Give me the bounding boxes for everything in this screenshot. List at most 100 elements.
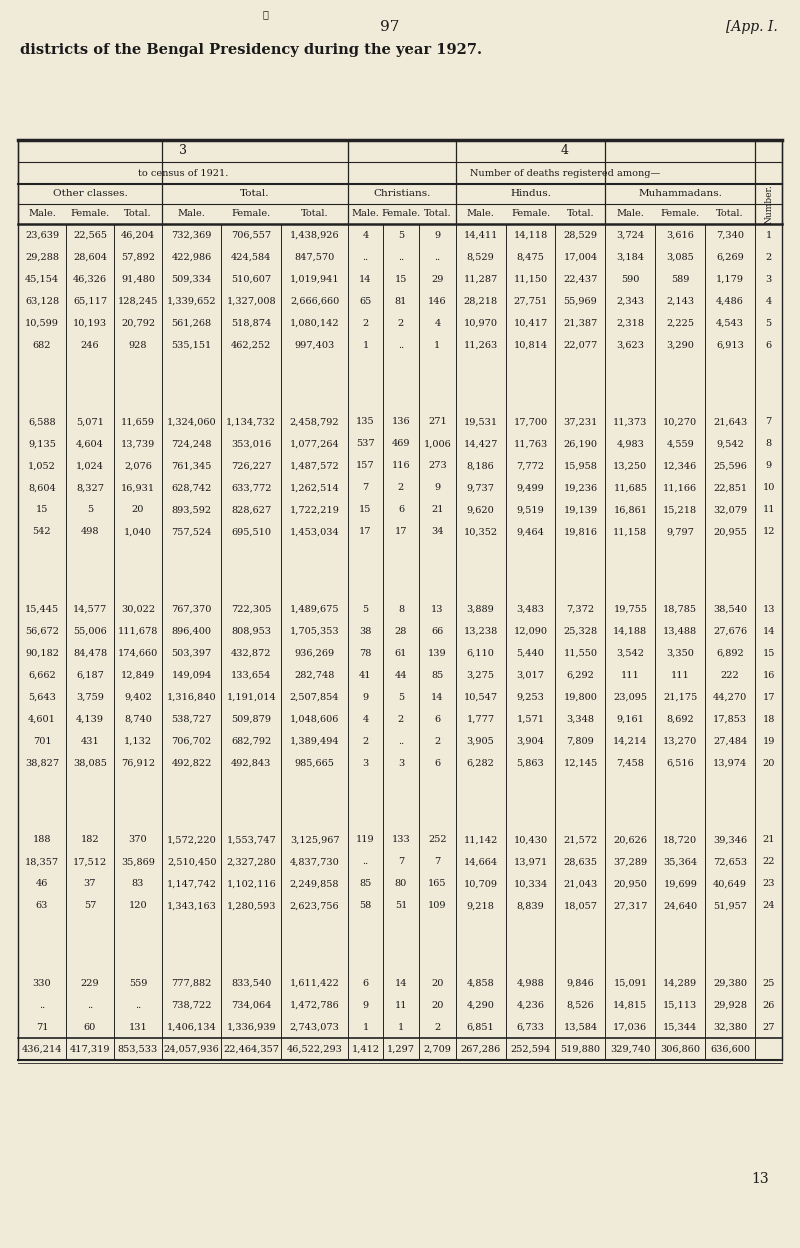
Text: 9,737: 9,737 xyxy=(466,483,494,493)
Text: 25: 25 xyxy=(762,978,774,987)
Text: 1,006: 1,006 xyxy=(423,439,451,448)
Text: 12,090: 12,090 xyxy=(514,626,547,635)
Text: Male.: Male. xyxy=(617,210,644,218)
Text: 9,846: 9,846 xyxy=(566,978,594,987)
Text: 2,249,858: 2,249,858 xyxy=(290,880,339,889)
Text: 22,565: 22,565 xyxy=(73,231,107,240)
Text: ..: .. xyxy=(87,1001,93,1010)
Text: 726,227: 726,227 xyxy=(231,462,271,470)
Text: 1,343,163: 1,343,163 xyxy=(166,901,217,911)
Text: 34: 34 xyxy=(431,528,444,537)
Text: 13: 13 xyxy=(431,604,444,614)
Text: 1,327,008: 1,327,008 xyxy=(226,297,276,306)
Text: 8: 8 xyxy=(398,604,404,614)
Text: ✓: ✓ xyxy=(262,10,268,19)
Text: 1,336,939: 1,336,939 xyxy=(226,1022,276,1032)
Text: 72,653: 72,653 xyxy=(713,857,747,866)
Text: 28,218: 28,218 xyxy=(463,297,498,306)
Text: 23,639: 23,639 xyxy=(25,231,59,240)
Text: 492,843: 492,843 xyxy=(231,759,271,768)
Text: 538,727: 538,727 xyxy=(171,715,212,724)
Text: 1: 1 xyxy=(766,231,772,240)
Text: 13,974: 13,974 xyxy=(713,759,747,768)
Text: 17,004: 17,004 xyxy=(563,252,598,262)
Text: 6,282: 6,282 xyxy=(466,759,494,768)
Text: 27,484: 27,484 xyxy=(713,736,747,745)
Text: 174,660: 174,660 xyxy=(118,649,158,658)
Text: 4,139: 4,139 xyxy=(76,715,104,724)
Text: 5: 5 xyxy=(398,693,404,701)
Text: 20,955: 20,955 xyxy=(714,528,747,537)
Text: 3: 3 xyxy=(362,759,369,768)
Text: 139: 139 xyxy=(428,649,446,658)
Text: 2: 2 xyxy=(398,318,404,327)
Text: 13,584: 13,584 xyxy=(563,1022,598,1032)
Text: 21,387: 21,387 xyxy=(563,318,598,327)
Text: 83: 83 xyxy=(132,880,144,889)
Text: 24,057,936: 24,057,936 xyxy=(164,1045,219,1053)
Text: 2: 2 xyxy=(362,318,369,327)
Text: 431: 431 xyxy=(81,736,99,745)
Text: 1,191,014: 1,191,014 xyxy=(226,693,276,701)
Text: 1,077,264: 1,077,264 xyxy=(290,439,339,448)
Text: 10,547: 10,547 xyxy=(463,693,498,701)
Text: 27: 27 xyxy=(762,1022,775,1032)
Text: 1,611,422: 1,611,422 xyxy=(290,978,339,987)
Text: 84,478: 84,478 xyxy=(73,649,107,658)
Text: 15,445: 15,445 xyxy=(25,604,59,614)
Text: 44,270: 44,270 xyxy=(713,693,747,701)
Text: 353,016: 353,016 xyxy=(231,439,271,448)
Text: 2: 2 xyxy=(398,715,404,724)
Text: 65,117: 65,117 xyxy=(73,297,107,306)
Text: 5: 5 xyxy=(398,231,404,240)
Text: 27,751: 27,751 xyxy=(514,297,548,306)
Text: 509,334: 509,334 xyxy=(171,275,212,283)
Text: 2,507,854: 2,507,854 xyxy=(290,693,339,701)
Text: 15,218: 15,218 xyxy=(663,505,698,514)
Text: 633,772: 633,772 xyxy=(231,483,271,493)
Text: 12: 12 xyxy=(762,528,775,537)
Text: ..: .. xyxy=(39,1001,45,1010)
Text: 706,702: 706,702 xyxy=(171,736,212,745)
Text: 3,350: 3,350 xyxy=(666,649,694,658)
Text: Female.: Female. xyxy=(661,210,700,218)
Text: Male.: Male. xyxy=(351,210,379,218)
Text: 4,290: 4,290 xyxy=(466,1001,494,1010)
Text: 14,664: 14,664 xyxy=(463,857,498,866)
Text: 10: 10 xyxy=(762,483,774,493)
Text: 46,522,293: 46,522,293 xyxy=(286,1045,342,1053)
Text: 1: 1 xyxy=(362,1022,369,1032)
Text: 6: 6 xyxy=(398,505,404,514)
Text: 15,344: 15,344 xyxy=(663,1022,698,1032)
Text: 3,483: 3,483 xyxy=(517,604,545,614)
Text: 1,080,142: 1,080,142 xyxy=(290,318,339,327)
Text: 6: 6 xyxy=(434,759,441,768)
Text: 56,672: 56,672 xyxy=(25,626,59,635)
Text: 1: 1 xyxy=(362,341,369,349)
Text: 15: 15 xyxy=(762,649,774,658)
Text: 18,785: 18,785 xyxy=(663,604,698,614)
Text: 8,839: 8,839 xyxy=(517,901,545,911)
Text: 7,458: 7,458 xyxy=(617,759,644,768)
Text: 4: 4 xyxy=(766,297,772,306)
Text: 18,057: 18,057 xyxy=(563,901,598,911)
Text: 2,225: 2,225 xyxy=(666,318,694,327)
Text: 4,559: 4,559 xyxy=(666,439,694,448)
Text: 149,094: 149,094 xyxy=(171,670,212,679)
Text: 246: 246 xyxy=(81,341,99,349)
Text: 38: 38 xyxy=(359,626,372,635)
Text: 11,763: 11,763 xyxy=(514,439,548,448)
Text: Hindus.: Hindus. xyxy=(510,190,551,198)
Text: 90,182: 90,182 xyxy=(25,649,59,658)
Text: 14,118: 14,118 xyxy=(514,231,548,240)
Text: 21: 21 xyxy=(431,505,444,514)
Text: 853,533: 853,533 xyxy=(118,1045,158,1053)
Text: 3,904: 3,904 xyxy=(517,736,545,745)
Text: 2,318: 2,318 xyxy=(616,318,644,327)
Text: 5,071: 5,071 xyxy=(76,418,104,427)
Text: 76,912: 76,912 xyxy=(121,759,155,768)
Text: 7: 7 xyxy=(362,483,369,493)
Text: 57: 57 xyxy=(84,901,96,911)
Text: 3,348: 3,348 xyxy=(566,715,594,724)
Text: 636,600: 636,600 xyxy=(710,1045,750,1053)
